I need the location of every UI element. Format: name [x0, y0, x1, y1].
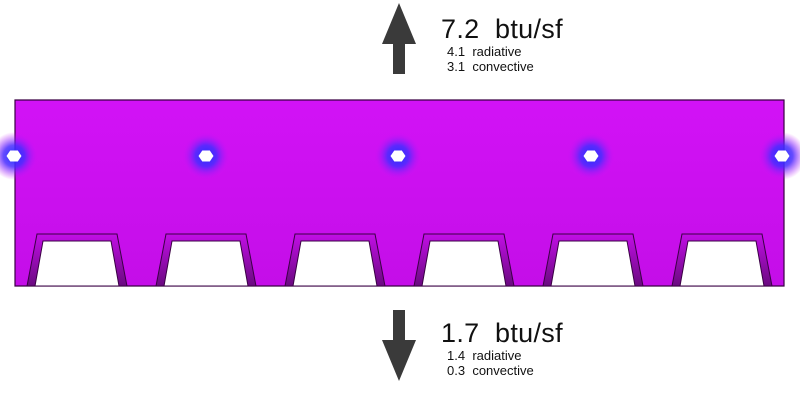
top-convective-label: convective: [472, 59, 534, 74]
bottom-flux-total-value: 1.7: [441, 318, 480, 348]
deck-void: [550, 240, 636, 287]
top-flux-convective: 3.1 convective: [447, 59, 563, 74]
rebar-hot-spots: [0, 132, 800, 180]
top-radiative-value: 4.1: [447, 44, 466, 59]
bottom-flux-total: 1.7 btu/sf: [441, 318, 563, 348]
heat-flux-down-arrow-icon: [382, 310, 416, 381]
top-convective-value: 3.1: [447, 59, 466, 74]
bottom-flux-convective: 0.3 convective: [447, 363, 563, 378]
top-flux-radiative: 4.1 radiative: [447, 44, 563, 59]
bottom-flux-radiative: 1.4 radiative: [447, 348, 563, 363]
rebar-void-icon: [583, 150, 599, 162]
rebar-void-icon: [6, 150, 22, 162]
deck-void: [163, 240, 249, 287]
bottom-flux-total-unit: btu/sf: [495, 318, 563, 348]
bottom-convective-label: convective: [472, 363, 534, 378]
bottom-convective-value: 0.3: [447, 363, 466, 378]
deck-void: [292, 240, 378, 287]
top-flux-total-value: 7.2: [441, 14, 480, 44]
concrete-slab: [14, 99, 785, 287]
bottom-radiative-label: radiative: [472, 348, 522, 363]
top-flux-total-unit: btu/sf: [495, 14, 563, 44]
rebar-void-icon: [198, 150, 214, 162]
deck-void: [421, 240, 507, 287]
bottom-radiative-value: 1.4: [447, 348, 466, 363]
heat-flux-up-arrow-icon: [382, 3, 416, 74]
top-radiative-label: radiative: [472, 44, 522, 59]
top-flux-total: 7.2 btu/sf: [441, 14, 563, 44]
rebar-void-icon: [774, 150, 790, 162]
deck-void: [34, 240, 120, 287]
deck-void: [679, 240, 765, 287]
top-flux-readout: 7.2 btu/sf 4.1 radiative 3.1 convective: [441, 14, 563, 74]
rebar-void-icon: [390, 150, 406, 162]
bottom-flux-readout: 1.7 btu/sf 1.4 radiative 0.3 convective: [441, 318, 563, 378]
